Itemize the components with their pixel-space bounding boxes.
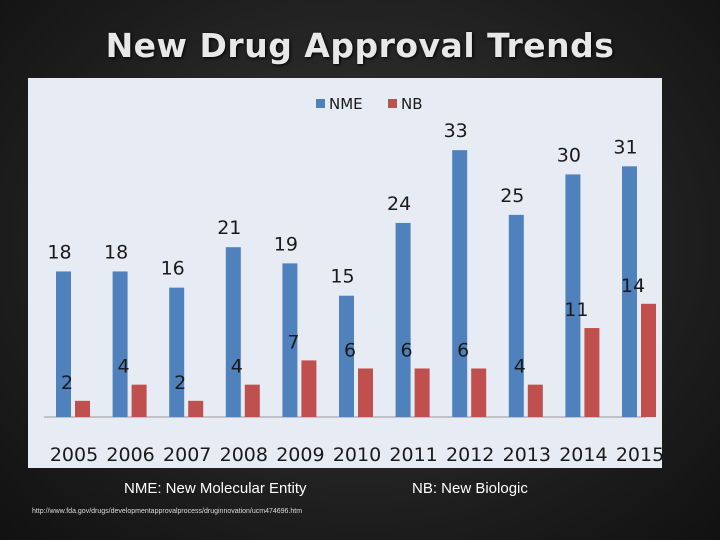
x-tick-label-2009: 2009 [276,444,324,466]
value-label-nme-2009: 19 [274,233,298,255]
bar-nb-2010 [358,368,373,417]
bar-nb-2013 [527,384,543,417]
bar-nme-2008 [225,247,241,417]
value-label-nme-2015: 31 [613,136,637,158]
value-label-nme-2011: 24 [387,193,411,215]
bar-nb-2014 [584,328,600,417]
value-label-nb-2014: 11 [564,299,588,321]
bar-nb-2007 [188,400,204,417]
bar-nme-2009 [282,263,298,417]
bar-nb-2005 [75,400,90,417]
value-label-nb-2013: 4 [514,356,526,378]
bar-nme-2012 [452,150,468,417]
bar-nb-2006 [131,384,147,417]
x-tick-label-2013: 2013 [503,444,551,466]
value-label-nb-2008: 4 [231,356,243,378]
source-url-link[interactable]: http://www.fda.gov/drugs/developmentappr… [32,508,303,515]
x-tick-label-2011: 2011 [389,444,437,466]
bar-nme-2015 [622,166,637,417]
value-labels-group: 18 2 18 4 16 2 21 4 19 7 15 6 24 6 33 6 25 4 30 11 31 14 [47,120,645,394]
footnote-nb: NB: New Biologic [412,480,528,497]
value-label-nme-2012: 33 [444,120,468,142]
footnote-nme: NME: New Molecular Entity [124,480,307,497]
bar-nme-2010 [339,295,354,417]
bar-nme-2014 [565,174,581,417]
value-label-nb-2006: 4 [118,356,130,378]
value-label-nme-2014: 30 [557,144,581,166]
value-label-nb-2005: 2 [61,372,73,394]
value-label-nb-2012: 6 [457,339,469,361]
x-tick-label-2012: 2012 [446,444,494,466]
x-tick-label-2006: 2006 [106,444,154,466]
x-tick-label-2015: 2015 [616,444,662,466]
bar-nme-2005 [56,271,71,417]
legend-label-nb: NB [401,95,423,113]
value-label-nb-2010: 6 [344,339,356,361]
value-label-nb-2015: 14 [621,275,645,297]
x-tick-label-2010: 2010 [333,444,381,466]
bar-nb-2012 [471,368,487,417]
bar-nb-2008 [244,384,260,417]
value-label-nme-2005: 18 [47,241,71,263]
value-label-nme-2013: 25 [500,185,524,207]
legend-label-nme: NME [329,95,363,113]
slide-title: New Drug Approval Trends [105,26,615,65]
chart-panel: NME NB 18 2 18 4 16 2 21 4 19 7 15 6 24 6 33 6 25 4 30 11 31 1… [28,78,662,468]
x-tick-label-2007: 2007 [163,444,211,466]
value-label-nme-2006: 18 [104,241,128,263]
value-label-nb-2011: 6 [401,339,413,361]
x-tick-label-2005: 2005 [50,444,98,466]
bars-group [56,150,656,417]
value-label-nb-2007: 2 [174,372,186,394]
bar-nme-2011 [395,222,411,417]
bar-chart: NME NB 1821841622141971562463362543011311… [44,95,662,466]
legend-swatch-nb [388,99,397,108]
value-label-nme-2008: 21 [217,217,241,239]
x-tick-labels-group: 2005 2006 2007 2008 2009 2010 2011 2012 2013 2014… [50,444,662,466]
bar-nb-2009 [301,360,317,417]
bar-nme-2007 [169,287,185,417]
x-tick-label-2014: 2014 [559,444,607,466]
bar-nb-2011 [414,368,430,417]
x-tick-label-2008: 2008 [220,444,268,466]
value-label-nb-2009: 7 [287,331,299,353]
value-label-nme-2010: 15 [330,266,354,288]
chart-legend: NME NB [316,95,423,113]
legend-swatch-nme [316,99,325,108]
bar-nme-2006 [112,271,128,417]
value-label-nme-2007: 16 [161,258,185,280]
bar-nb-2015 [641,303,656,417]
bar-nme-2013 [508,214,524,417]
